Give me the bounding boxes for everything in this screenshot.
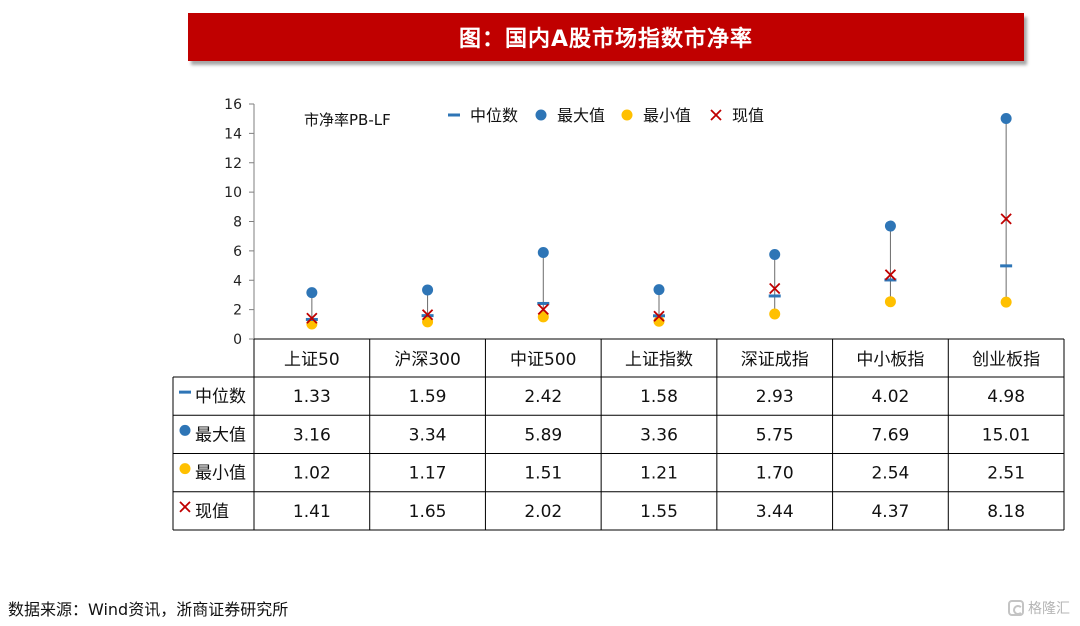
- legend-marker: [710, 109, 722, 121]
- table-cell: 3.34: [409, 425, 447, 445]
- table-row-label: 中位数: [195, 387, 246, 407]
- current-mark: [769, 282, 781, 295]
- table-cell: 1.41: [293, 502, 331, 522]
- x-category-label: 中小板指: [856, 350, 924, 370]
- current-mark: [421, 309, 434, 321]
- table-cell: 3.16: [293, 425, 331, 445]
- watermark: 格隆汇: [1008, 598, 1070, 618]
- legend-label: 最小值: [643, 106, 691, 125]
- table-cell: 1.65: [409, 502, 447, 522]
- current-mark: [306, 312, 318, 324]
- table-cell: 7.69: [871, 425, 909, 445]
- table-cell: 1.21: [640, 464, 678, 484]
- y-tick-label: 14: [224, 126, 242, 142]
- table-row-label: 最小值: [195, 464, 246, 484]
- x-category-label: 沪深300: [394, 350, 460, 370]
- title-banner: 图：国内A股市场指数市净率: [188, 13, 1024, 61]
- y-tick-label: 8: [233, 215, 242, 231]
- max-point: [884, 220, 896, 232]
- x-category-label: 深证成指: [741, 350, 809, 370]
- table-cell: 5.75: [756, 425, 794, 445]
- current-mark: [884, 269, 897, 281]
- x-category-label: 上证50: [284, 350, 340, 370]
- table-cell: 2.54: [871, 464, 909, 484]
- legend-label: 最大值: [557, 106, 605, 125]
- table-cell: 3.44: [756, 502, 794, 522]
- x-category-label: 上证指数: [625, 350, 693, 370]
- table-cell: 15.01: [982, 425, 1031, 445]
- table-cell: 3.36: [640, 425, 678, 445]
- legend-marker: [621, 109, 633, 121]
- table-cell: 2.02: [524, 502, 562, 522]
- table-cell: 1.59: [409, 387, 447, 407]
- chart-title: 图：国内A股市场指数市净率: [458, 27, 754, 52]
- min-point: [769, 308, 781, 320]
- y-tick-label: 6: [233, 244, 242, 260]
- max-point: [422, 284, 434, 296]
- chart-annotation: 市净率PB-LF: [304, 111, 391, 129]
- table-cell: 2.93: [756, 387, 794, 407]
- max-point: [537, 246, 549, 258]
- table-legend-marker: [179, 501, 191, 513]
- legend-label: 中位数: [470, 106, 518, 125]
- y-tick-label: 10: [224, 185, 242, 201]
- table-cell: 1.51: [524, 464, 562, 484]
- table-cell: 1.70: [756, 464, 794, 484]
- max-point: [306, 287, 318, 299]
- y-tick-label: 2: [233, 303, 242, 319]
- min-point: [422, 316, 434, 328]
- min-point: [1000, 296, 1012, 308]
- legend-marker: [535, 109, 547, 121]
- table-cell: 4.37: [871, 502, 909, 522]
- table-cell: 4.02: [871, 387, 909, 407]
- table-legend-marker: [179, 463, 191, 475]
- table-cell: 8.18: [987, 502, 1025, 522]
- min-point: [884, 296, 896, 308]
- table-legend-marker: [179, 424, 191, 436]
- data-source: 数据来源：Wind资讯，浙商证券研究所: [8, 600, 289, 619]
- table-cell: 2.42: [524, 387, 562, 407]
- y-tick-label: 4: [233, 273, 242, 289]
- table-cell: 1.58: [640, 387, 678, 407]
- y-tick-label: 12: [224, 156, 242, 172]
- table-cell: 1.33: [293, 387, 331, 407]
- max-point: [1000, 113, 1012, 125]
- max-point: [769, 249, 781, 261]
- max-point: [653, 284, 665, 296]
- table-cell: 1.17: [409, 464, 447, 484]
- current-mark: [1000, 213, 1012, 225]
- min-point: [537, 311, 549, 323]
- table-cell: 5.89: [524, 425, 562, 445]
- table-cell: 4.98: [987, 387, 1025, 407]
- table-cell: 1.02: [293, 464, 331, 484]
- y-tick-label: 16: [224, 97, 242, 113]
- table-cell: 1.55: [640, 502, 678, 522]
- table-cell: 2.51: [987, 464, 1025, 484]
- watermark-text: 格隆汇: [1028, 601, 1070, 617]
- y-tick-label: 0: [233, 332, 242, 348]
- table-row-label: 现值: [195, 502, 229, 522]
- current-mark: [653, 310, 665, 322]
- legend-label: 现值: [732, 106, 764, 125]
- x-category-label: 中证500: [510, 350, 576, 370]
- current-mark: [537, 303, 549, 315]
- table-row-label: 最大值: [195, 425, 246, 445]
- watermark-logo-icon: [1008, 600, 1024, 616]
- x-category-label: 创业板指: [972, 350, 1040, 370]
